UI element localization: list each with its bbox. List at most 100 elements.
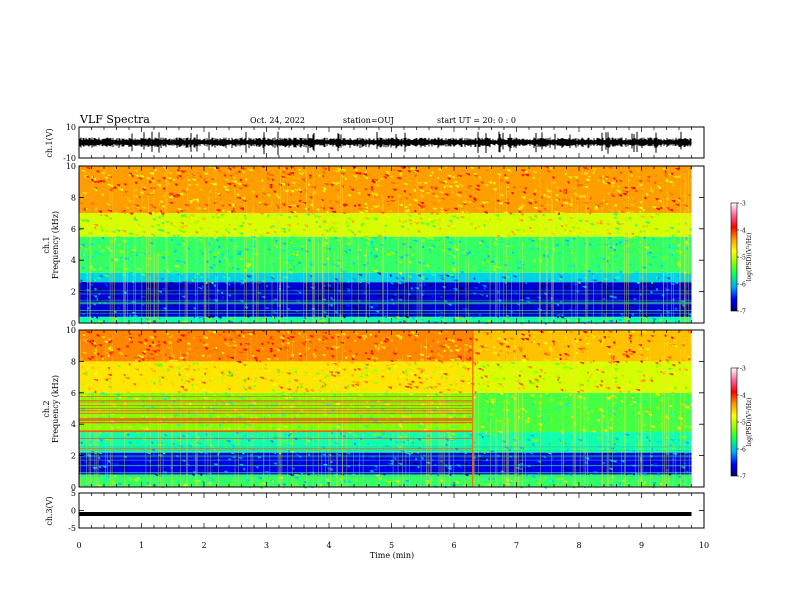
spectrogram-speckle — [608, 353, 676, 375]
spectrogram-speckle — [222, 261, 662, 279]
spectrogram-speckle — [222, 434, 388, 443]
spectrogram-speckle — [190, 291, 195, 294]
spectrogram-speckle — [141, 235, 145, 238]
spectrogram-speckle — [151, 180, 323, 225]
spectrogram-speckle — [364, 188, 367, 191]
spectrogram-speckle — [188, 347, 693, 425]
spectrogram-speckle — [543, 208, 547, 211]
spectrogram-speckle — [557, 217, 561, 220]
spectrogram-speckle — [157, 365, 467, 425]
spectrogram-speckle — [177, 175, 355, 191]
spectrogram-speckle — [411, 189, 416, 192]
spectrogram-speckle — [251, 409, 487, 484]
spectrogram-speckle — [96, 283, 461, 298]
spectrogram-speckle — [107, 409, 489, 418]
spectrogram-speckle — [215, 367, 412, 383]
spectrogram-speckle — [100, 172, 681, 206]
spectrogram-speckle — [82, 195, 682, 260]
spectrogram-speckle — [90, 170, 624, 213]
spectrogram-speckle — [283, 383, 481, 454]
spectrogram-speckle — [628, 263, 632, 266]
spectrogram-speckle — [146, 400, 616, 485]
spectrogram-speckle — [95, 182, 644, 211]
spectrogram-speckle — [400, 225, 404, 228]
spectrogram-speckle — [323, 344, 677, 484]
spectrogram-speckle — [121, 211, 602, 225]
spectrogram-speckle — [505, 198, 592, 215]
spectrogram-speckle — [586, 243, 662, 277]
spectrogram-speckle — [78, 202, 84, 205]
spectrogram-speckle — [445, 195, 538, 228]
spectrogram-speckle — [180, 214, 184, 217]
spectrogram-speckle — [399, 295, 403, 298]
spectrogram-speckle — [364, 337, 631, 358]
spectrogram-speckle — [176, 177, 675, 231]
spectrogram-speckle — [383, 392, 388, 395]
spectrogram-speckle — [90, 339, 462, 342]
spectrogram-speckle — [306, 172, 613, 213]
spectrogram-speckle — [216, 287, 408, 298]
spectrogram-speckle — [200, 242, 204, 245]
spectrogram-speckle — [82, 192, 622, 229]
spectrogram-speckle — [687, 271, 692, 274]
spectrogram-speckle — [223, 462, 227, 465]
spectrogram-speckle — [687, 234, 691, 237]
spectrogram-speckle — [164, 353, 167, 356]
spectrogram-speckle — [321, 331, 327, 334]
spectrogram-speckle — [176, 330, 448, 376]
spectrogram-speckle — [191, 473, 195, 476]
spectrogram-speckle — [156, 472, 159, 475]
spectrogram-speckle — [90, 332, 641, 387]
spectrogram-speckle — [645, 225, 648, 228]
spectrogram-speckle — [442, 180, 448, 183]
spectrogram-speckle — [237, 225, 442, 242]
spectrogram-speckle — [268, 379, 441, 386]
spectrogram-speckle — [370, 442, 376, 445]
spectrogram-speckle — [255, 171, 260, 174]
spectrogram-speckle — [334, 336, 645, 350]
spectrogram-band — [472, 474, 692, 487]
spectrogram-speckle — [160, 201, 537, 215]
spectrogram-speckle — [344, 385, 350, 388]
spectrogram-speckle — [139, 178, 617, 221]
spectrogram-speckle — [200, 212, 509, 269]
ch2-spectrogram-panel: 0 2 4 6 8 10 — [66, 326, 705, 492]
spectrogram-speckle — [130, 397, 553, 423]
spectrogram-speckle — [648, 245, 652, 248]
spectrogram-speckle — [174, 444, 177, 447]
spectrogram-speckle — [583, 167, 587, 170]
spectrogram-speckle — [590, 243, 593, 246]
spectrogram-speckle — [84, 372, 364, 430]
colorbar-tick-label: -3 — [740, 201, 746, 208]
spectrogram-speckle — [252, 362, 515, 388]
spectrogram-speckle — [201, 349, 519, 402]
spectrogram-speckle — [578, 348, 583, 351]
spectrogram-speckle — [668, 408, 672, 411]
y-tick-label: 0 — [71, 507, 76, 516]
spectrogram-speckle — [110, 331, 539, 388]
spectrogram-speckle — [305, 239, 622, 322]
spectrogram-speckle — [442, 345, 445, 348]
spectrogram-speckle — [390, 359, 394, 362]
spectrogram-speckle — [497, 290, 500, 293]
spectrogram-speckle — [426, 215, 429, 218]
spectrogram-speckle — [207, 282, 428, 287]
y-tick-label: 6 — [71, 225, 76, 234]
spectrogram-speckle — [174, 183, 178, 186]
spectrogram-speckle — [146, 460, 152, 463]
spectrogram-speckle — [461, 241, 656, 259]
spectrogram-speckle — [414, 174, 417, 177]
spectrogram-speckle — [308, 462, 313, 465]
colorbar-label: log(PSD)(V²/Hz) — [746, 398, 753, 447]
spectrogram-speckle — [589, 246, 594, 249]
spectrogram-speckle — [295, 345, 556, 392]
spectrogram-speckle — [179, 167, 245, 173]
spectrogram-speckle — [86, 240, 609, 269]
spectrogram-speckle — [155, 353, 158, 356]
spectrogram-speckle — [596, 256, 599, 259]
spectrogram-speckle — [144, 342, 272, 391]
spectrogram-speckle — [95, 177, 616, 208]
spectrogram-speckle — [326, 201, 486, 213]
spectrogram-speckle — [563, 393, 566, 396]
spectrogram-speckle — [115, 229, 121, 232]
